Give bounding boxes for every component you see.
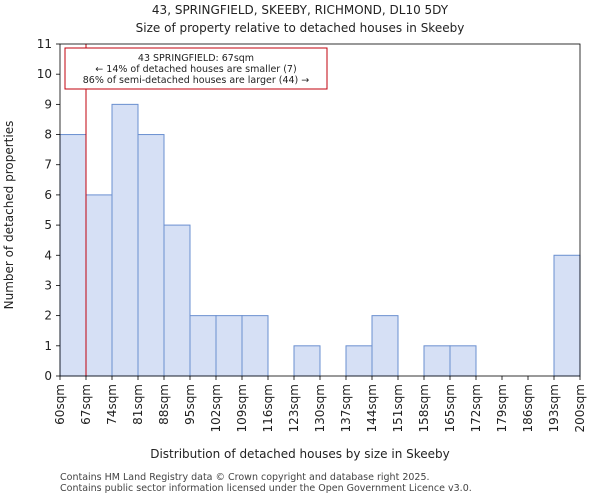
y-tick-label: 11 — [37, 37, 52, 51]
x-tick-label-95sqm: 95sqm — [183, 384, 197, 425]
chart-title: 43, SPRINGFIELD, SKEEBY, RICHMOND, DL10 … — [152, 3, 449, 17]
y-tick-label: 7 — [44, 158, 52, 172]
bar-144sqm — [371, 315, 399, 377]
plot-frame — [59, 43, 581, 377]
annotation-larger: 86% of semi-detached houses are larger (… — [83, 75, 310, 86]
y-tick-label: 5 — [44, 218, 52, 232]
x-tick-label-193sqm: 193sqm — [547, 384, 561, 432]
x-tick-label-186sqm: 186sqm — [521, 384, 535, 432]
x-tick-label-67sqm: 67sqm — [79, 384, 93, 425]
x-tick-label-109sqm: 109sqm — [235, 384, 249, 432]
chart-subtitle: Size of property relative to detached ho… — [136, 21, 465, 35]
y-ticks-group: 0 1 2 3 4 5 6 7 8 9 10 11 — [37, 37, 60, 383]
bar-81sqm — [137, 134, 165, 377]
annotation-smaller: ← 14% of detached houses are smaller (7) — [95, 64, 296, 75]
annotation-frame — [64, 47, 328, 90]
bar-60sqm — [59, 134, 87, 377]
x-axis-label: Distribution of detached houses by size … — [150, 447, 450, 461]
bar-137sqm — [345, 345, 373, 377]
bar-193sqm — [553, 254, 581, 377]
x-tick-label-172sqm: 172sqm — [469, 384, 483, 432]
x-tick-label-88sqm: 88sqm — [157, 384, 171, 425]
bar-123sqm — [293, 345, 321, 377]
x-tick-label-151sqm: 151sqm — [391, 384, 405, 432]
x-tick-label-116sqm: 116sqm — [261, 384, 275, 432]
x-tick-label-81sqm: 81sqm — [131, 384, 145, 425]
y-tick-label: 9 — [44, 97, 52, 111]
x-tick-label-144sqm: 144sqm — [365, 384, 379, 432]
bar-102sqm — [215, 315, 243, 377]
bar-67sqm — [85, 194, 113, 377]
bar-165sqm — [449, 345, 477, 377]
x-tick-label-60sqm: 60sqm — [53, 384, 67, 425]
y-tick-label: 8 — [44, 128, 52, 142]
annotation-box: 43 SPRINGFIELD: 67sqm ← 14% of detached … — [64, 47, 328, 90]
x-tick-label-158sqm: 158sqm — [417, 384, 431, 432]
bars-group — [59, 103, 581, 377]
annotation-title: 43 SPRINGFIELD: 67sqm — [138, 53, 254, 64]
bar-88sqm — [163, 224, 191, 377]
y-axis-label: Number of detached properties — [2, 121, 16, 310]
bar-74sqm — [111, 103, 139, 377]
y-tick-label: 4 — [44, 248, 52, 262]
y-tick-label: 10 — [37, 67, 52, 81]
y-tick-label: 2 — [44, 309, 52, 323]
x-tick-label-130sqm: 130sqm — [313, 384, 327, 432]
x-tick-label-200sqm: 200sqm — [573, 384, 587, 432]
y-tick-label: 1 — [44, 339, 52, 353]
x-tick-label-179sqm: 179sqm — [495, 384, 509, 432]
y-tick-label: 3 — [44, 278, 52, 292]
y-tick-label: 6 — [44, 188, 52, 202]
x-tick-label-102sqm: 102sqm — [209, 384, 223, 432]
y-tick-label: 0 — [44, 369, 52, 383]
x-tick-label-137sqm: 137sqm — [339, 384, 353, 432]
x-tick-label-165sqm: 165sqm — [443, 384, 457, 432]
x-tick-label-74sqm: 74sqm — [105, 384, 119, 425]
x-ticks-group: 60sqm 67sqm 74sqm 81sqm 88sqm 95sqm 102sqm 109s… — [53, 376, 587, 432]
bar-109sqm — [241, 315, 269, 377]
footer-line-2: Contains public sector information licen… — [60, 483, 472, 494]
bar-158sqm — [423, 345, 451, 377]
footer-line-1: Contains HM Land Registry data © Crown c… — [60, 472, 430, 483]
bar-95sqm — [189, 315, 217, 377]
x-tick-label-123sqm: 123sqm — [287, 384, 301, 432]
